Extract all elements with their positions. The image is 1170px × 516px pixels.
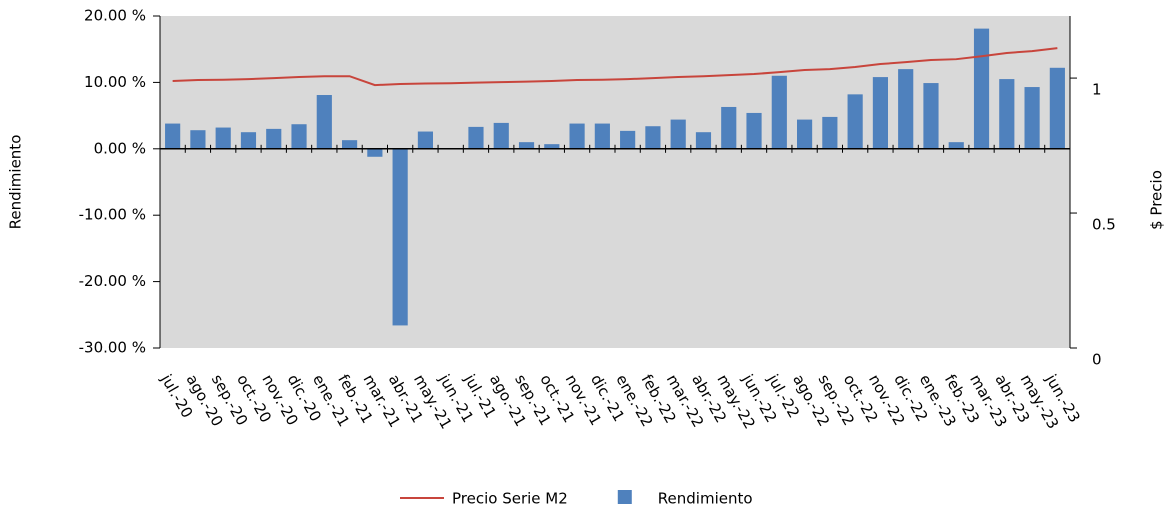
y-tick-label: -20.00 % — [79, 272, 146, 290]
bar — [266, 128, 282, 149]
bar — [822, 116, 838, 149]
bar — [594, 123, 610, 149]
y-tick-label: 20.00 % — [84, 7, 146, 25]
bar — [973, 28, 990, 149]
bar — [215, 127, 231, 149]
bar — [923, 83, 939, 149]
bar — [291, 124, 307, 149]
y-tick-label: 0.00 % — [94, 139, 146, 157]
bar — [746, 112, 762, 149]
legend-swatch — [617, 490, 632, 504]
legend-label: Precio Serie M2 — [452, 490, 568, 508]
bar — [670, 119, 686, 149]
bar — [468, 126, 484, 149]
y2-tick-label: 0 — [1092, 351, 1102, 369]
bar — [569, 123, 585, 149]
y-tick-label: 10.00 % — [84, 73, 146, 91]
y2-tick-label: 1 — [1092, 81, 1102, 99]
line — [172, 47, 1058, 87]
bar — [771, 75, 787, 149]
bar — [165, 123, 181, 149]
bar — [948, 142, 964, 149]
bar — [999, 79, 1015, 149]
bar — [544, 144, 560, 149]
bar — [367, 148, 383, 157]
bar — [620, 130, 636, 149]
y-tick-label: -10.00 % — [79, 206, 146, 224]
bar — [316, 95, 332, 149]
legend-label: Rendimiento — [658, 490, 753, 508]
bar — [342, 140, 358, 149]
bar — [417, 131, 433, 149]
bar — [797, 119, 813, 149]
bar — [392, 148, 408, 326]
plot-area — [160, 16, 1070, 348]
bar — [240, 132, 257, 149]
bar — [190, 130, 206, 149]
y-axis-title: Rendimiento — [7, 135, 25, 230]
y2-axis-title: $ Precio — [1148, 170, 1166, 230]
bar — [518, 142, 535, 149]
bar — [1049, 67, 1065, 149]
bar — [645, 126, 661, 149]
bar — [1024, 87, 1040, 149]
y-tick-label: -30.00 % — [79, 339, 146, 357]
bar — [695, 132, 712, 149]
bar — [847, 94, 863, 149]
bar — [493, 122, 509, 149]
bar — [721, 106, 737, 149]
y2-tick-label: 0.5 — [1092, 216, 1116, 234]
bar — [872, 77, 888, 149]
bar — [898, 69, 914, 149]
